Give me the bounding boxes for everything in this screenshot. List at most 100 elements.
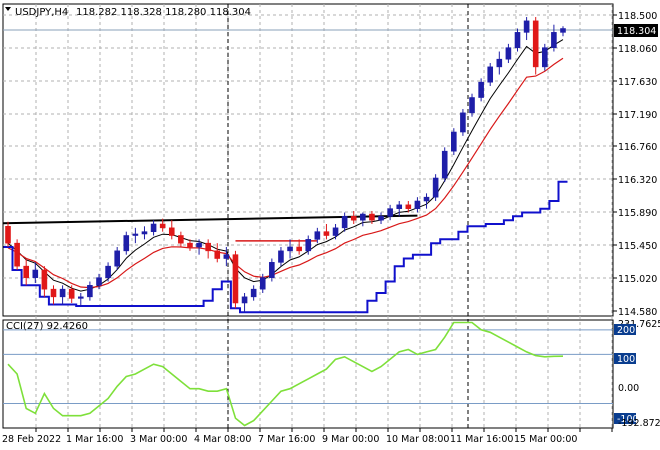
- bear-candle: [323, 231, 330, 236]
- bull-candle: [387, 208, 393, 217]
- bull-candle: [451, 131, 457, 152]
- bull-candle: [250, 288, 257, 298]
- bear-candle: [178, 235, 184, 244]
- bull-candle: [487, 66, 494, 83]
- bull-candle: [59, 288, 66, 298]
- bull-candle: [150, 223, 157, 232]
- cci-level-minus100: -100: [617, 414, 639, 425]
- cci-panel: [3, 321, 613, 427]
- bear-candle: [405, 204, 412, 209]
- bull-candle: [287, 246, 293, 252]
- price-label: 115.450: [618, 241, 657, 252]
- dropdown-triangle-icon[interactable]: [5, 7, 11, 11]
- bull-candle: [478, 81, 484, 98]
- bull-candle: [241, 296, 248, 304]
- bull-candle: [269, 262, 275, 278]
- cci-level-100: 100: [617, 354, 635, 365]
- slow-ma-line: [7, 57, 564, 289]
- cci-level-0: 0.00: [618, 383, 639, 394]
- bear-candle: [532, 20, 539, 68]
- bull-candle: [441, 150, 448, 179]
- current-price-marker: 118.304: [614, 24, 658, 37]
- cci-axis: 231.7625 200 100 0.00 -100 -192.8725: [614, 319, 660, 429]
- bear-candle: [350, 216, 357, 221]
- bull-candle: [141, 231, 148, 235]
- symbol-label: USDJPY,H4: [15, 7, 68, 18]
- bull-candle: [378, 216, 384, 221]
- cci-line: [7, 321, 564, 427]
- bear-candle: [232, 254, 239, 304]
- cci-min-label: -192.8725: [618, 418, 660, 429]
- price-label: 116.760: [618, 142, 657, 153]
- lower-channel-line: [3, 180, 568, 314]
- cci-title: CCI(27) 92.4260: [6, 321, 88, 332]
- bull-candle: [278, 250, 284, 263]
- bear-candle: [5, 226, 11, 244]
- bull-candle: [551, 32, 557, 48]
- current-price-label: 118.304: [617, 26, 656, 37]
- price-label: 117.190: [618, 110, 657, 121]
- bull-candle: [542, 47, 548, 68]
- time-label: 28 Feb 2022: [2, 434, 61, 445]
- axes: [35, 14, 617, 432]
- bull-candle: [469, 97, 475, 114]
- time-label: 15 Mar 00:00: [514, 434, 577, 445]
- upper-channel-line: [2, 214, 418, 225]
- chart-header: USDJPY,H4 118.282 118.328 118.280 118.30…: [5, 7, 251, 18]
- bear-candle: [23, 265, 29, 278]
- bull-candle: [132, 233, 139, 236]
- bull-candle: [341, 216, 348, 229]
- bull-candle: [87, 285, 93, 298]
- bull-candle: [114, 250, 120, 267]
- bull-candle: [360, 213, 366, 221]
- bull-candle: [77, 296, 84, 299]
- price-axis: 118.500 118.060 117.630 117.190 116.760 …: [618, 11, 657, 318]
- bull-candle: [96, 277, 102, 286]
- bear-candle: [296, 246, 302, 252]
- bull-candle: [523, 20, 530, 33]
- bull-candle: [32, 269, 39, 278]
- bull-candle: [496, 58, 503, 68]
- bear-candle: [369, 213, 375, 221]
- bear-candle: [14, 242, 20, 267]
- candles: [5, 17, 566, 313]
- bull-candle: [196, 242, 202, 248]
- time-axis: 28 Feb 2022 1 Mar 16:00 3 Mar 00:00 4 Ma…: [2, 434, 577, 445]
- bull-candle: [423, 196, 430, 202]
- time-label: 11 Mar 16:00: [450, 434, 513, 445]
- bear-candle: [214, 250, 221, 259]
- price-label: 115.020: [618, 274, 657, 285]
- price-label: 117.630: [618, 77, 657, 88]
- main-frame: [2, 3, 614, 317]
- bull-candle: [396, 204, 403, 209]
- bull-candle: [105, 265, 111, 278]
- time-label: 9 Mar 00:00: [322, 434, 379, 445]
- fast-ma-line: [7, 39, 564, 292]
- bull-candle: [305, 239, 312, 252]
- bull-candle: [332, 227, 339, 236]
- bull-candle: [123, 235, 130, 252]
- time-label: 10 Mar 08:00: [386, 434, 449, 445]
- bull-candle: [432, 177, 439, 198]
- ohlc-readout: 118.282 118.328 118.280 118.304: [76, 7, 251, 18]
- time-label: 3 Mar 00:00: [130, 434, 187, 445]
- time-label: 7 Mar 16:00: [258, 434, 315, 445]
- bull-candle: [514, 32, 521, 48]
- time-label: 1 Mar 16:00: [66, 434, 123, 445]
- time-label: 4 Mar 08:00: [194, 434, 251, 445]
- bear-candle: [50, 288, 57, 298]
- bear-candle: [68, 288, 75, 299]
- bull-candle: [223, 254, 230, 259]
- indicator-lines: [2, 39, 568, 314]
- cci-level-200: 200: [617, 325, 635, 336]
- bear-candle: [159, 223, 166, 229]
- price-label: 116.320: [618, 175, 657, 186]
- bear-candle: [187, 242, 193, 248]
- cci-frame: [2, 319, 614, 429]
- bull-candle: [505, 47, 512, 60]
- price-label: 118.500: [618, 11, 657, 22]
- bear-candle: [168, 227, 175, 236]
- bull-candle: [560, 28, 566, 33]
- bull-candle: [314, 231, 321, 240]
